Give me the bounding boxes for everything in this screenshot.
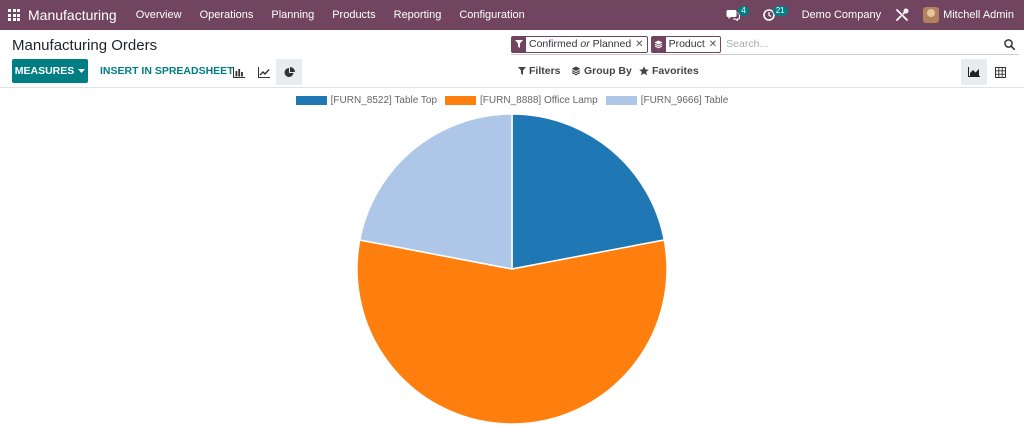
legend-item[interactable]: [FURN_9666] Table [605,95,729,106]
legend-item[interactable]: [FURN_8522] Table Top [295,95,438,106]
bar-chart-button[interactable] [226,59,252,85]
messages-count-badge: 4 [738,6,749,16]
line-chart-icon [258,66,270,78]
groupby-label: Group By [584,65,632,77]
layers-icon [651,36,666,52]
user-menu[interactable]: Mitchell Admin [923,7,1014,23]
menu-item-reporting[interactable]: Reporting [393,9,442,21]
facet-or-separator: or [580,38,590,50]
filter-icon [518,67,526,75]
company-switcher[interactable]: Demo Company [801,9,882,21]
line-chart-button[interactable] [251,59,277,85]
top-navbar: Manufacturing Overview Operations Planni… [0,0,1024,30]
legend-swatch [445,96,477,105]
groupby-facet-label: Product [668,38,705,50]
menu-item-overview[interactable]: Overview [135,9,182,21]
user-name: Mitchell Admin [943,9,1014,21]
favorites-label: Favorites [652,65,699,77]
chart-legend: [FURN_8522] Table Top [FURN_8888] Office… [0,95,1024,106]
facet-value-confirmed: Confirmed [529,38,578,50]
legend-swatch [295,96,327,105]
table-icon [994,66,1006,78]
groupby-facet: Product ✕ [650,35,722,53]
systray: 4 21 Demo Company Mitchell Admin [726,0,1024,30]
legend-label: [FURN_9666] Table [640,95,729,106]
activities-systray[interactable]: 21 [762,6,788,21]
caret-down-icon [78,69,86,73]
search-bar: Confirmed or Planned ✕ Product ✕ [511,34,1019,55]
pie-chart [356,113,668,425]
messages-systray[interactable]: 4 [726,6,749,21]
debug-tools-icon[interactable] [895,8,909,22]
search-icon[interactable] [1001,36,1017,52]
main-menu: Overview Operations Planning Products Re… [127,0,534,30]
search-input[interactable] [724,38,1001,50]
menu-item-operations[interactable]: Operations [199,9,254,21]
chart-area: [FURN_8522] Table Top [FURN_8888] Office… [0,88,1024,426]
filters-label: Filters [529,65,561,77]
filter-facet-label: Confirmed or Planned [526,38,634,50]
groupby-button[interactable]: Group By [571,59,632,83]
legend-swatch [605,96,637,105]
filter-facet: Confirmed or Planned ✕ [511,35,648,53]
filters-button[interactable]: Filters [518,59,561,83]
user-avatar [923,7,940,23]
menu-item-planning[interactable]: Planning [271,9,315,21]
menu-item-configuration[interactable]: Configuration [459,9,525,21]
favorites-button[interactable]: Favorites [639,59,699,83]
area-chart-icon [968,67,980,77]
page-title: Manufacturing Orders [12,37,158,54]
app-brand[interactable]: Manufacturing [28,7,117,23]
remove-facet-icon[interactable]: ✕ [635,38,644,50]
control-panel: Manufacturing Orders Confirmed or Planne… [0,30,1024,88]
pie-chart-button[interactable] [276,59,302,85]
pivot-view-button[interactable] [987,59,1013,85]
measures-label: MEASURES [14,65,75,77]
measures-button[interactable]: MEASURES [12,59,88,83]
remove-facet-icon[interactable]: ✕ [708,38,718,50]
bar-chart-icon [233,66,245,78]
star-icon [639,66,649,76]
legend-item[interactable]: [FURN_8888] Office Lamp [445,95,598,106]
filter-icon [512,36,526,52]
app-menu-icon[interactable] [0,0,28,30]
legend-label: [FURN_8522] Table Top [330,95,438,106]
legend-label: [FURN_8888] Office Lamp [480,95,598,106]
insert-in-spreadsheet-button[interactable]: INSERT IN SPREADSHEET [100,65,234,77]
pie-slice[interactable] [511,113,666,270]
activities-count-badge: 21 [772,6,788,16]
layers-icon [571,66,581,76]
pie-chart-icon [284,66,295,77]
pie-slice[interactable] [356,239,668,425]
facet-value-planned: Planned [592,38,632,50]
menu-item-products[interactable]: Products [332,9,376,21]
pie-slice[interactable] [358,113,513,270]
clock-icon [762,9,775,21]
graph-view-button[interactable] [961,59,987,85]
